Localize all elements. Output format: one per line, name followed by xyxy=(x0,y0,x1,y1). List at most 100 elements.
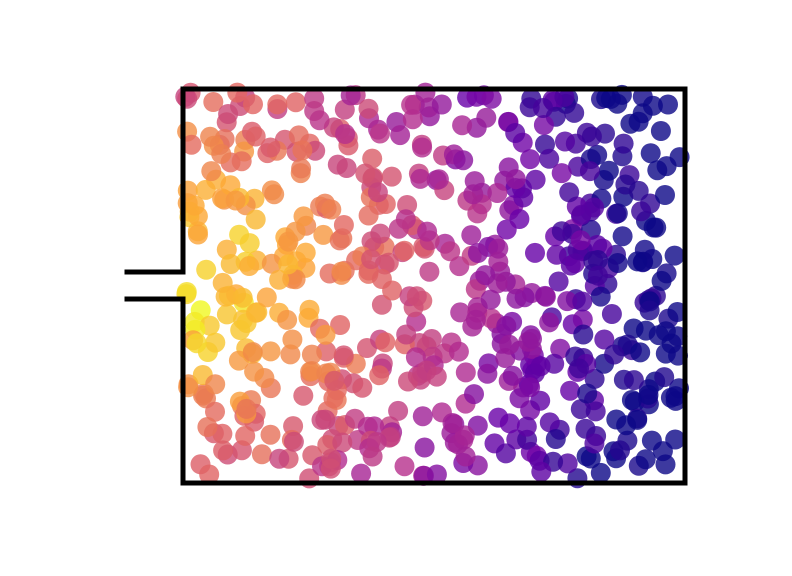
particle xyxy=(667,302,688,322)
particle xyxy=(362,446,383,467)
particle xyxy=(293,206,314,227)
particle xyxy=(280,344,301,365)
particle xyxy=(442,413,463,433)
particle xyxy=(260,341,281,362)
particle xyxy=(455,446,476,467)
particle xyxy=(590,286,611,307)
particle xyxy=(655,321,676,342)
particle xyxy=(564,102,585,123)
particle xyxy=(610,440,630,461)
particle xyxy=(607,203,628,224)
particle xyxy=(220,254,241,274)
particle xyxy=(375,332,396,353)
particle xyxy=(525,242,545,263)
particle xyxy=(332,432,353,453)
particle xyxy=(242,342,263,363)
particle xyxy=(283,431,304,452)
particle xyxy=(269,269,290,290)
particle xyxy=(370,123,390,144)
particle xyxy=(419,261,440,282)
particle xyxy=(245,126,266,147)
particle xyxy=(426,464,447,485)
particle xyxy=(652,441,673,462)
particle xyxy=(245,302,266,323)
particle xyxy=(358,205,379,226)
particle xyxy=(415,82,436,103)
particle xyxy=(530,356,551,377)
particle xyxy=(378,252,399,273)
particle xyxy=(381,166,402,187)
particle xyxy=(585,401,606,422)
particle xyxy=(323,388,344,409)
particle xyxy=(212,272,233,293)
particle xyxy=(327,154,348,175)
particle xyxy=(616,415,637,436)
particle xyxy=(370,223,391,244)
particle xyxy=(450,302,471,323)
particle xyxy=(200,126,221,147)
particle xyxy=(560,380,581,401)
particle xyxy=(466,86,487,107)
particle xyxy=(572,291,593,312)
particle xyxy=(313,224,334,245)
particle xyxy=(205,401,225,422)
particle xyxy=(654,367,675,388)
particle xyxy=(546,244,567,265)
particle xyxy=(587,235,608,255)
particle xyxy=(642,95,663,116)
particle xyxy=(260,424,281,445)
particle xyxy=(573,324,594,345)
particle xyxy=(545,429,566,449)
particle xyxy=(580,448,601,469)
particle xyxy=(245,209,266,230)
particle xyxy=(454,425,475,446)
particle xyxy=(213,440,234,461)
particle xyxy=(362,148,383,169)
particle xyxy=(333,345,354,366)
particle xyxy=(205,332,226,353)
particle xyxy=(601,304,622,324)
particle xyxy=(295,242,316,263)
particle xyxy=(499,413,520,434)
particle xyxy=(299,299,320,320)
particle xyxy=(496,316,517,336)
particle xyxy=(186,333,207,354)
particle xyxy=(579,161,600,182)
particle xyxy=(331,261,352,282)
particle xyxy=(577,383,598,404)
particle xyxy=(369,365,390,386)
particle xyxy=(394,240,415,261)
particle xyxy=(293,385,314,406)
particle xyxy=(358,98,379,119)
particle xyxy=(554,86,575,107)
particle xyxy=(243,94,263,115)
particle xyxy=(650,121,671,141)
particle xyxy=(256,287,277,308)
particle xyxy=(658,94,678,115)
particle xyxy=(232,287,253,308)
particle xyxy=(664,245,685,266)
particle xyxy=(261,253,282,274)
particle xyxy=(533,115,554,135)
particle xyxy=(371,269,392,289)
particle xyxy=(431,94,452,115)
particle xyxy=(598,160,619,181)
particle xyxy=(235,425,256,446)
particle xyxy=(555,131,575,152)
particle xyxy=(304,88,325,109)
particle xyxy=(292,140,313,161)
particle xyxy=(227,82,248,103)
particles xyxy=(175,82,690,489)
particle xyxy=(539,312,560,333)
particle xyxy=(476,107,497,128)
particle xyxy=(584,433,605,454)
particle xyxy=(557,453,578,474)
particle xyxy=(428,169,449,190)
particle xyxy=(239,256,260,276)
particle xyxy=(269,448,290,469)
particle xyxy=(355,163,376,184)
particle xyxy=(600,88,621,109)
particle xyxy=(557,291,578,312)
particle xyxy=(633,251,654,272)
particle xyxy=(584,197,605,218)
